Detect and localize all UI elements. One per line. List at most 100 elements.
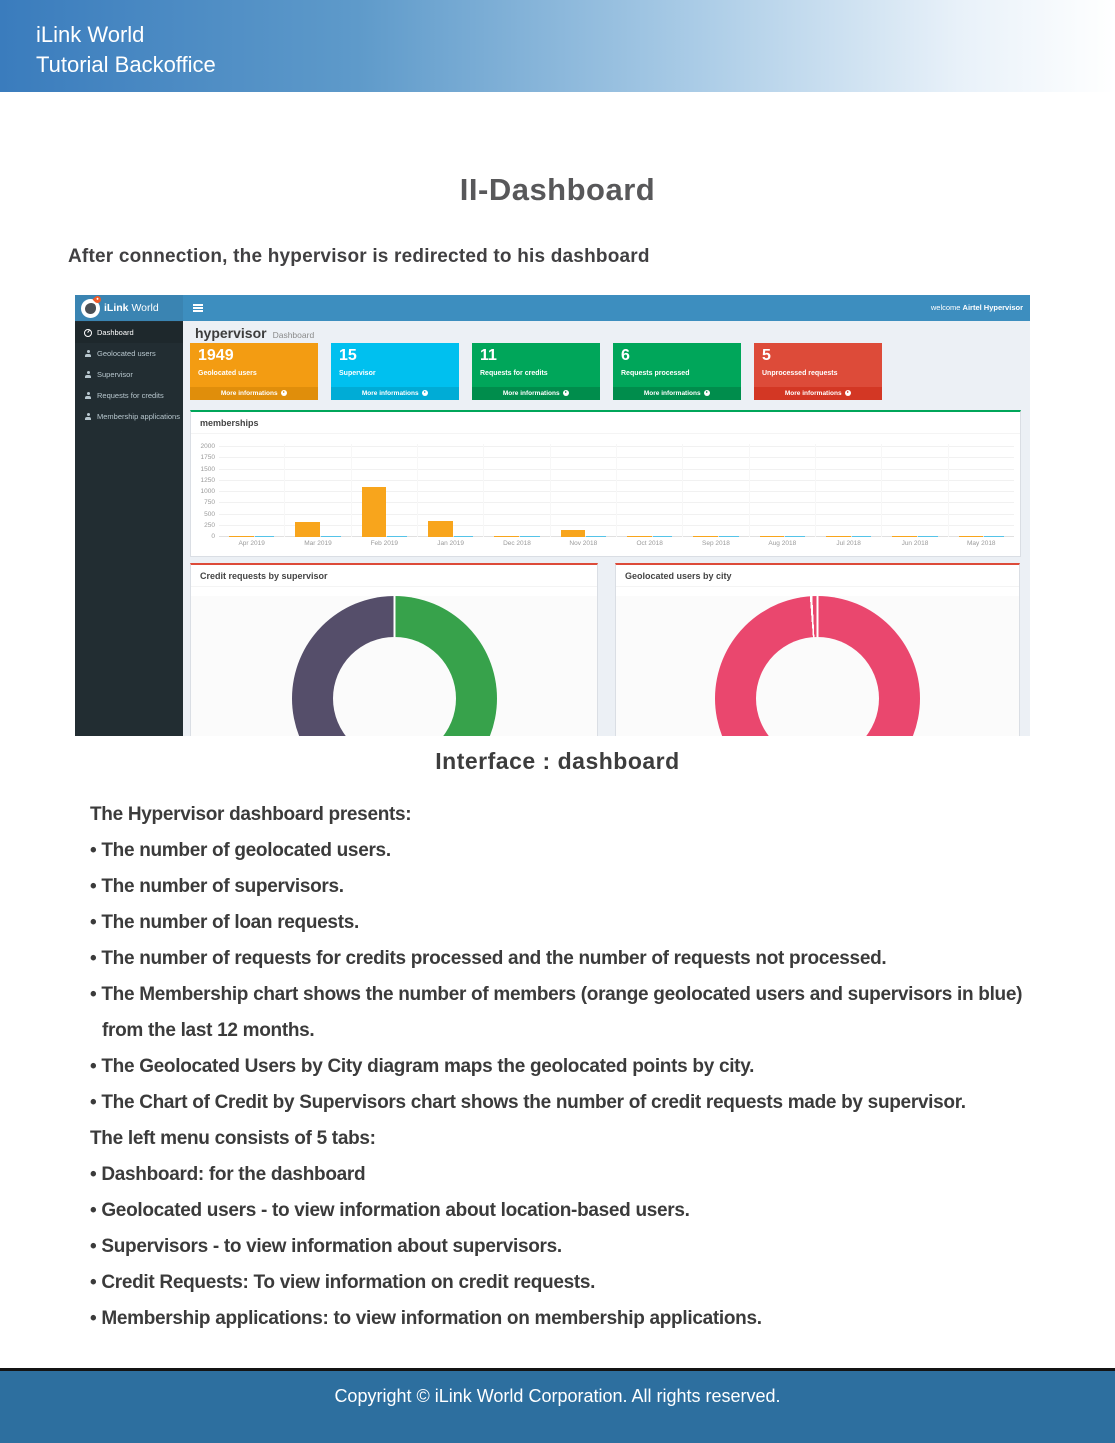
stat-card-label: Requests processed — [621, 370, 690, 378]
stat-card-value: 6 — [621, 347, 630, 364]
y-axis-tick-label: 1000 — [200, 488, 215, 495]
app-logo-area[interactable]: iLink World — [75, 295, 183, 321]
bar-geolocated-users — [427, 521, 453, 537]
sidebar-item-label: Supervisor — [97, 370, 133, 379]
dashboard-screenshot: iLink World welcome Airtel Hypervisor Da… — [75, 295, 1030, 736]
description-line: • The Membership chart shows the number … — [90, 984, 1023, 1005]
memberships-panel-title: memberships — [191, 412, 1020, 434]
stat-card-value: 15 — [339, 347, 357, 364]
description-line: The left menu consists of 5 tabs: — [90, 1128, 376, 1149]
bar-geolocated-users — [759, 535, 785, 537]
bar-geolocated-users — [361, 486, 387, 537]
description-line: from the last 12 months. — [102, 1020, 315, 1041]
stat-card-value: 5 — [762, 347, 771, 364]
stat-cards-row: 1949 Geolocated users More informations 15 S… — [190, 343, 882, 400]
more-informations-label: More informations — [502, 390, 560, 397]
description-line: • Dashboard: for the dashboard — [90, 1164, 366, 1185]
donut-panels-row: Credit requests by supervisor Geolocated… — [190, 563, 1020, 736]
bar-supervisors — [453, 535, 474, 537]
y-axis-tick-label: 2000 — [200, 443, 215, 450]
y-axis-tick-label: 250 — [204, 521, 215, 529]
bar-supervisors — [785, 535, 805, 537]
bar-supervisors — [586, 535, 606, 537]
top-navbar: iLink World welcome Airtel Hypervisor — [75, 295, 1030, 321]
chart-month-group: Apr 2019 — [219, 444, 284, 547]
stat-card-label: Unprocessed requests — [762, 370, 838, 378]
bar-supervisors — [719, 535, 739, 537]
more-informations-link[interactable]: More informations — [190, 387, 318, 400]
users-icon — [84, 350, 92, 357]
description-line: • The number of requests for credits pro… — [90, 948, 887, 969]
sidebar-item-dashboard[interactable]: Dashboard — [75, 322, 183, 343]
description-line: • Geolocated users - to view information… — [90, 1200, 690, 1221]
chart-plot-area: Apr 2019 Mar 2019 Feb 2019 Jan 2019 Dec 2018… — [219, 444, 1014, 547]
stat-card-label: Requests for credits — [480, 370, 548, 378]
sidebar-item-supervisor[interactable]: Supervisor — [75, 364, 183, 385]
chart-month-group: Feb 2019 — [350, 444, 417, 547]
users-icon — [84, 371, 92, 378]
bar-supervisors — [918, 535, 938, 537]
circle-arrow-right-icon — [562, 389, 570, 396]
x-axis-tick-label: May 2018 — [967, 540, 996, 547]
users-icon — [84, 413, 92, 420]
screenshot-caption: Interface : dashboard — [435, 748, 680, 774]
geolocated-city-panel: Geolocated users by city — [615, 563, 1020, 736]
chart-month-group: Dec 2018 — [483, 444, 549, 547]
sidebar-item-requests-for-credits[interactable]: Requests for credits — [75, 385, 183, 406]
sidebar-item-label: Requests for credits — [97, 391, 164, 400]
more-informations-link[interactable]: More informations — [331, 387, 459, 400]
sidebar-item-membership-applications[interactable]: Membership applications — [75, 406, 183, 427]
x-axis-tick-label: Sep 2018 — [702, 540, 730, 547]
intro-text: After connection, the hypervisor is redi… — [68, 246, 650, 267]
sidebar-item-label: Membership applications — [97, 412, 180, 421]
geolocated-city-panel-title: Geolocated users by city — [616, 565, 1019, 587]
navbar-bar: welcome Airtel Hypervisor — [183, 295, 1030, 321]
bar-supervisors — [984, 535, 1004, 537]
x-axis-tick-label: Aug 2018 — [768, 540, 797, 547]
y-axis-tick-label: 1500 — [200, 465, 215, 473]
brand-text: iLink World — [104, 302, 159, 314]
sidebar-item-label: Dashboard — [97, 328, 134, 337]
donut-hole — [332, 637, 456, 736]
copyright-text: Copyright © iLink World Corporation. All… — [334, 1386, 781, 1406]
user-menu[interactable]: welcome Airtel Hypervisor — [931, 303, 1023, 312]
description-line: • Supervisors - to view information abou… — [90, 1236, 562, 1257]
stat-card-body: 11 Requests for credits — [472, 343, 600, 387]
stat-card-body: 6 Requests processed — [613, 343, 741, 387]
bar-geolocated-users — [693, 535, 719, 537]
chart-month-group: Jun 2018 — [881, 444, 947, 547]
y-axis-tick-label: 0 — [211, 533, 215, 540]
page-footer: Copyright © iLink World Corporation. All… — [0, 1368, 1115, 1443]
circle-arrow-right-icon — [421, 389, 429, 396]
credit-requests-panel-title: Credit requests by supervisor — [191, 565, 597, 587]
x-axis-tick-label: Feb 2019 — [370, 540, 399, 547]
description-text: The Hypervisor dashboard presents: • The … — [90, 797, 1085, 1337]
bar-geolocated-users — [958, 535, 984, 537]
description-line: • The Geolocated Users by City diagram m… — [90, 1056, 755, 1077]
content-heading-subtitle: Dashboard — [272, 330, 315, 340]
more-informations-link[interactable]: More informations — [754, 387, 882, 400]
memberships-bar-chart: 0 250 500 750 1000 1250 1500 1750 2000 Apr 2019 Ma… — [191, 436, 1020, 550]
more-informations-label: More informations — [220, 390, 278, 397]
more-informations-link[interactable]: More informations — [472, 387, 600, 400]
map-pin-icon — [92, 295, 103, 304]
memberships-panel: memberships 0 250 500 750 1000 1250 1500 1750 20… — [190, 410, 1021, 557]
bar-geolocated-users — [295, 522, 321, 537]
chart-month-group: Jul 2018 — [814, 444, 881, 547]
description-line: The Hypervisor dashboard presents: — [90, 804, 412, 825]
stat-card-requests-for-credits: 11 Requests for credits More informations — [472, 343, 600, 400]
chart-month-group: Jan 2019 — [416, 444, 483, 547]
circle-arrow-right-icon — [280, 389, 288, 396]
stat-card-supervisor: 15 Supervisor More informations — [331, 343, 459, 400]
sidebar-toggle-icon[interactable] — [193, 304, 203, 313]
stat-card-body: 5 Unprocessed requests — [754, 343, 882, 387]
sidebar-item-geolocated-users[interactable]: Geolocated users — [75, 343, 183, 364]
x-axis-tick-label: Nov 2018 — [569, 540, 598, 547]
x-axis-tick-label: Apr 2019 — [238, 540, 265, 547]
ilink-logo-icon — [81, 295, 103, 318]
bar-supervisors — [387, 535, 408, 537]
bar-supervisors — [652, 535, 673, 537]
description-line: • The number of loan requests. — [90, 912, 359, 933]
more-informations-link[interactable]: More informations — [613, 387, 741, 400]
header-doc-line: Tutorial Backoffice — [36, 52, 216, 77]
